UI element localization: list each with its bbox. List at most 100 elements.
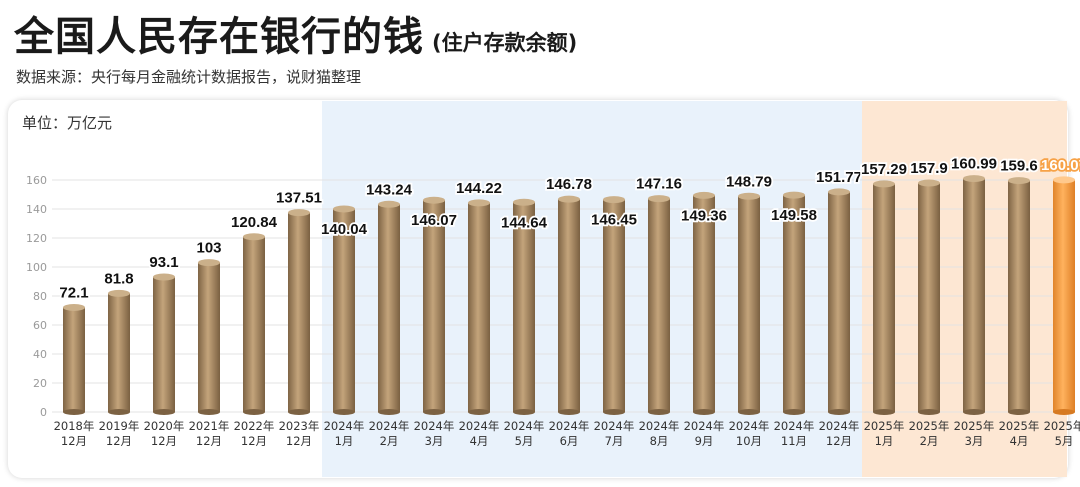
xtick-label-year: 2024年 [504,419,545,433]
ytick-label: 140 [26,203,47,216]
bar-base [693,409,715,415]
data-label: 149.58 [771,207,817,224]
data-label: 146.07 [411,212,457,229]
xtick-label-year: 2025年 [1044,419,1080,433]
bar-cap [423,196,445,204]
bar [243,236,265,412]
title-row: 全国人民存在银行的钱 (住户存款余额) [14,4,577,62]
xtick-label-year: 2024年 [684,419,725,433]
xtick-label-year: 2024年 [774,419,815,433]
bar [783,195,805,412]
bar-cap [648,195,670,203]
ytick-label: 0 [40,406,47,419]
data-label: 160.07 [1041,157,1080,174]
bar [1053,179,1075,412]
bar-base [378,409,400,415]
chart-subtitle: (住户存款余额) [432,31,578,55]
bar-base [1008,409,1030,415]
bar-base [1053,409,1075,415]
bar-base [513,409,535,415]
bar-base [783,409,805,415]
bar [558,199,580,412]
data-label: 144.64 [501,214,548,231]
band-2024 [322,101,862,477]
bar [828,191,850,412]
xtick-label-month: 12月 [826,434,852,448]
ytick-label: 100 [26,261,47,274]
xtick-label-year: 2022年 [234,419,275,433]
xtick-label-year: 2018年 [54,419,95,433]
data-label: 159.6 [1000,158,1038,175]
xtick-label-year: 2021年 [189,419,230,433]
bar-cap [63,303,85,311]
xtick-label-year: 2024年 [369,419,410,433]
bar [738,196,760,412]
bar-cap [513,198,535,206]
xtick-label-month: 12月 [151,434,177,448]
bar [963,178,985,412]
bar [378,204,400,412]
bar [333,208,355,412]
bar [603,199,625,412]
data-label: 160.99 [951,156,997,173]
bar-cap [603,196,625,204]
bar [63,307,85,412]
xtick-label-month: 4月 [470,434,489,448]
bar [693,195,715,412]
xtick-label-year: 2024年 [324,419,365,433]
bar [288,212,310,412]
bar-base [873,409,895,415]
data-label: 148.79 [726,173,772,190]
data-label: 151.77 [816,169,862,186]
xtick-label-month: 5月 [515,434,534,448]
bar-cap [918,179,940,187]
bar-cap [1053,176,1075,184]
bar-cap [198,259,220,267]
ytick-label: 80 [33,290,47,303]
xtick-label-month: 12月 [61,434,87,448]
xtick-label-year: 2024年 [639,419,680,433]
bar [198,262,220,412]
xtick-label-month: 12月 [196,434,222,448]
data-label: 149.36 [681,207,727,224]
data-label: 146.78 [546,176,592,193]
xtick-label-month: 7月 [605,434,624,448]
bar-cap [783,191,805,199]
data-label: 147.16 [636,176,682,193]
xtick-label-month: 11月 [781,434,807,448]
xtick-label-month: 5月 [1055,434,1074,448]
xtick-label-month: 4月 [1010,434,1029,448]
xtick-label-month: 1月 [335,434,354,448]
bar-cap [558,195,580,203]
xtick-label-year: 2023年 [279,419,320,433]
bar-base [738,409,760,415]
data-label: 137.51 [276,190,322,207]
xtick-label-year: 2019年 [99,419,140,433]
bar-base [423,409,445,415]
ytick-label: 120 [26,232,47,245]
bar-base [648,409,670,415]
data-source: 数据来源：央行每月金融统计数据报告，说财猫整理 [16,68,362,86]
bar-base [288,409,310,415]
data-label: 120.84 [231,214,278,231]
xtick-label-month: 12月 [241,434,267,448]
bar-base [63,409,85,415]
data-label: 146.45 [591,212,637,229]
bar-base [963,409,985,415]
bar-cap [108,289,130,297]
xtick-label-year: 2025年 [864,419,905,433]
data-label: 103 [196,240,221,257]
xtick-label-year: 2020年 [144,419,185,433]
bar-cap [828,188,850,196]
bar-cap [693,191,715,199]
bar-base [603,409,625,415]
bar [1008,180,1030,412]
bar-cap [153,273,175,281]
bar-cap [378,200,400,208]
bar-base [333,409,355,415]
data-label: 93.1 [149,254,178,271]
xtick-label-year: 2024年 [459,419,500,433]
xtick-label-month: 2月 [920,434,939,448]
xtick-label-month: 12月 [286,434,312,448]
bar-base [558,409,580,415]
